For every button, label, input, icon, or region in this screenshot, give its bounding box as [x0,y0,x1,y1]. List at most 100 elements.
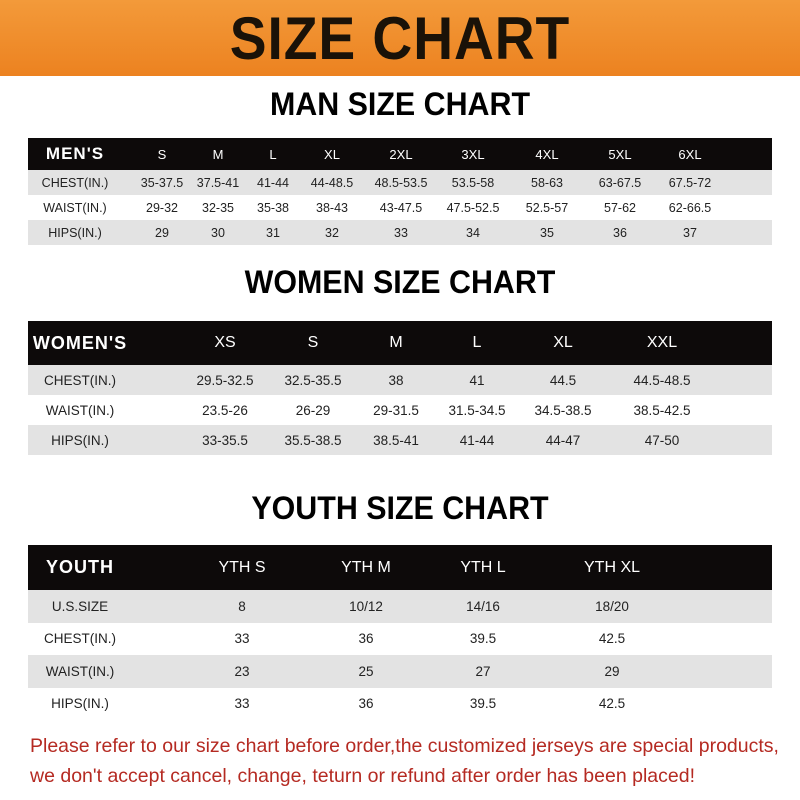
size-column-header: 3XL [461,146,485,162]
youth-table-row: CHEST(IN.) 33 36 39.5 42.5 [28,622,772,655]
measurement-value: 33 [394,225,408,240]
measurement-value: 44.5-48.5 [633,372,691,388]
measurement-label: WAIST(IN.) [43,200,107,215]
size-column-header: S [157,146,167,162]
size-column-header: 2XL [389,146,413,162]
measurement-label: CHEST(IN.) [44,372,116,388]
measurement-value: 63-67.5 [598,175,642,190]
measurement-value: 29 [604,663,620,679]
measurement-value: 36 [358,696,374,712]
men-table-row: WAIST(IN.) 29-32 32-35 35-38 38-43 43-47.5 47.… [28,195,772,220]
measurement-value: 39.5 [469,631,497,647]
measurement-value: 30 [211,225,225,240]
measurement-value: 10/12 [349,598,383,614]
measurement-value: 42.5 [598,696,626,712]
measurement-value: 29.5-32.5 [196,372,254,388]
table-corner-label: WOMEN'S [32,332,128,353]
youth-table-row: HIPS(IN.) 33 36 39.5 42.5 [28,687,772,720]
size-column-header: XXL [646,334,678,351]
measurement-label: CHEST(IN.) [41,175,109,190]
table-corner-label: YOUTH [46,557,114,577]
measurement-label: WAIST(IN.) [45,663,115,679]
measurement-value: 37.5-41 [196,175,240,190]
men-header-row: MEN'S S M L XL 2XL 3XL 4XL 5XL 6XL [28,138,772,170]
measurement-value: 29-32 [146,200,178,215]
measurement-value: 47-50 [644,432,680,448]
measurement-value: 57-62 [604,200,636,215]
measurement-value: 36 [358,631,374,647]
measurement-value: 27 [475,663,491,679]
measurement-value: 18/20 [595,598,629,614]
women-header-row: WOMEN'S XS S M L XL XXL [28,321,772,365]
measurement-label: U.S.SIZE [51,598,109,614]
measurement-value: 33 [234,696,250,712]
measurement-value: 38 [388,372,404,388]
measurement-label: HIPS(IN.) [48,225,102,240]
measurement-value: 35 [540,225,554,240]
measurement-value: 44-48.5 [310,175,354,190]
size-column-header: 6XL [678,146,702,162]
measurement-value: 47.5-52.5 [446,200,500,215]
youth-table-row: WAIST(IN.) 23 25 27 29 [28,655,772,688]
measurement-value: 34 [466,225,480,240]
size-column-header: XL [324,146,340,162]
measurement-value: 43-47.5 [379,200,423,215]
measurement-value: 52.5-57 [525,200,569,215]
size-column-header: 4XL [535,146,559,162]
men-table-row: CHEST(IN.) 35-37.5 37.5-41 41-44 44-48.5 48.5… [28,170,772,195]
measurement-value: 33-35.5 [202,432,248,448]
table-corner-label: MEN'S [45,144,105,163]
youth-table-row: U.S.SIZE 8 10/12 14/16 18/20 [28,590,772,623]
measurement-value: 23 [234,663,250,679]
measurement-value: 36 [613,225,627,240]
measurement-label: WAIST(IN.) [45,402,115,418]
measurement-value: 34.5-38.5 [534,402,592,418]
measurement-label: CHEST(IN.) [44,631,116,647]
women-table-row: CHEST(IN.) 29.5-32.5 32.5-35.5 38 41 44.5 44.5… [28,365,772,395]
measurement-value: 38-43 [316,200,348,215]
size-column-header: 5XL [608,146,632,162]
size-column-header: YTH L [460,558,506,576]
notice-line-2: we don't accept cancel, change, teturn o… [30,765,695,787]
youth-chart-title: YOUTH SIZE CHART [251,490,549,526]
measurement-value: 48.5-53.5 [374,175,428,190]
measurement-value: 41-44 [257,175,289,190]
measurement-value: 14/16 [466,598,500,614]
measurement-value: 35.5-38.5 [284,432,342,448]
measurement-value: 62-66.5 [668,200,712,215]
measurement-value: 29-31.5 [373,402,419,418]
women-table-row: HIPS(IN.) 33-35.5 35.5-38.5 38.5-41 41-44 44-… [28,425,772,455]
measurement-value: 38.5-41 [373,432,419,448]
measurement-value: 41-44 [459,432,495,448]
men-table-row: HIPS(IN.) 29 30 31 32 33 34 35 36 37 [28,220,772,245]
measurement-value: 26-29 [295,402,331,418]
measurement-label: HIPS(IN.) [51,432,109,448]
women-table-row: WAIST(IN.) 23.5-26 26-29 29-31.5 31.5-34.5 34… [28,395,772,425]
measurement-value: 25 [358,663,374,679]
size-column-header: YTH S [218,558,266,576]
size-column-header: XS [214,334,236,351]
measurement-value: 37 [683,225,697,240]
men-chart-title: MAN SIZE CHART [269,86,531,122]
measurement-value: 32-35 [202,200,234,215]
measurement-value: 35-37.5 [140,175,184,190]
women-chart-title: WOMEN SIZE CHART [244,264,556,300]
measurement-value: 39.5 [469,696,497,712]
size-column-header: M [389,334,403,351]
measurement-value: 23.5-26 [202,402,248,418]
measurement-value: 67.5-72 [668,175,712,190]
size-column-header: M [212,146,224,162]
measurement-label: HIPS(IN.) [51,696,109,712]
size-column-header: S [307,334,319,351]
size-column-header: L [269,146,277,162]
measurement-value: 41 [469,372,485,388]
measurement-value: 32 [325,225,339,240]
youth-header-row: YOUTH YTH S YTH M YTH L YTH XL [28,545,772,590]
banner-title: SIZE CHART [229,5,571,72]
banner: SIZE CHART [0,0,800,76]
notice-line-1: Please refer to our size chart before or… [30,735,779,757]
size-column-header: YTH XL [583,558,641,576]
measurement-value: 58-63 [531,175,563,190]
measurement-value: 44.5 [549,372,577,388]
measurement-value: 33 [234,631,250,647]
